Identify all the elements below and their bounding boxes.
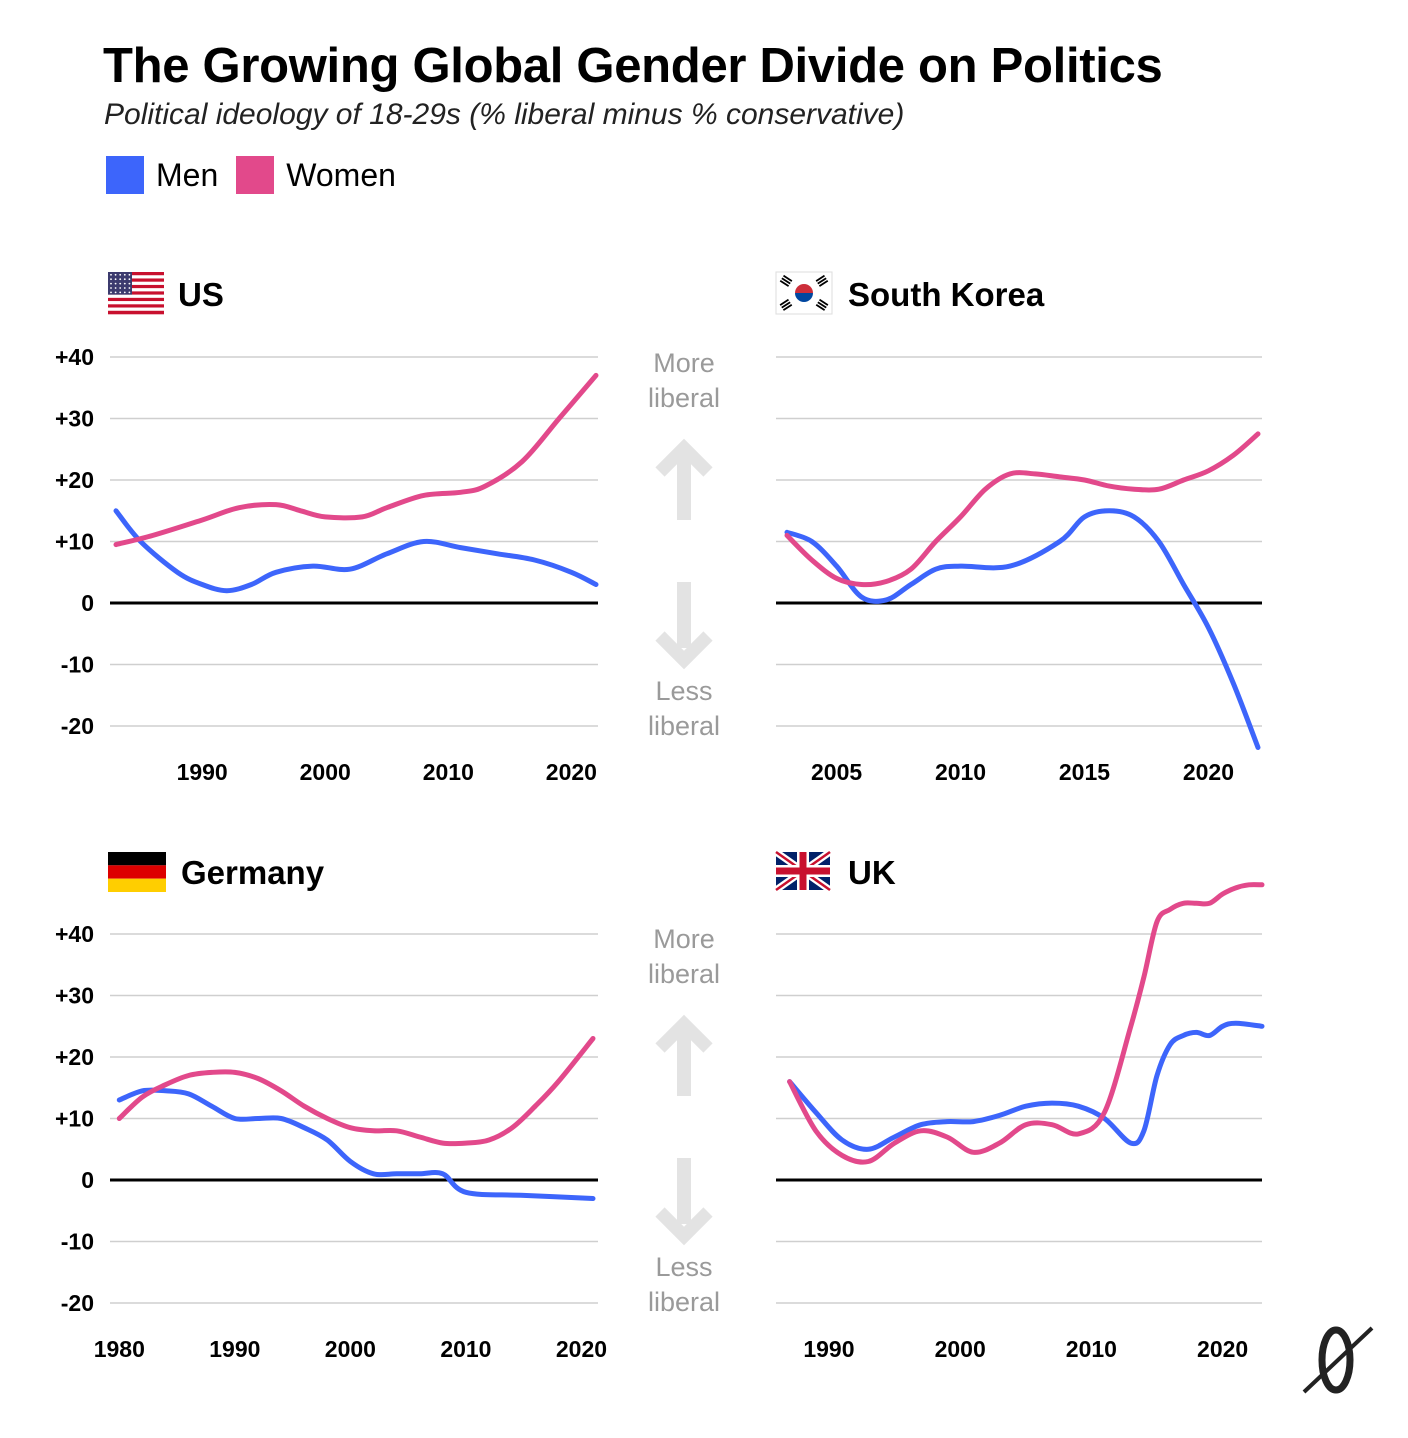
x-tick-label: 2005 — [811, 759, 862, 785]
series-line-men — [113, 508, 599, 594]
x-tick-label: 2010 — [1066, 1336, 1117, 1362]
legend: Men Women — [106, 156, 414, 194]
us-flag-icon — [108, 272, 164, 315]
liberal-arrows-2: More liberal Less liberal — [648, 924, 720, 1317]
uk-flag-icon — [773, 849, 833, 893]
x-tick-label: 2000 — [935, 1336, 986, 1362]
x-tick-label: 2020 — [546, 759, 597, 785]
more-liberal-label: More — [653, 924, 715, 954]
legend-swatch-women — [236, 156, 275, 194]
legend-label-women: Women — [286, 156, 396, 193]
x-tick-label: 2010 — [423, 759, 474, 785]
x-tick-label: 1990 — [803, 1336, 854, 1362]
legend-swatch-men — [106, 156, 144, 194]
panel-title: Germany — [181, 854, 325, 891]
y-tick-label: +10 — [55, 529, 94, 555]
y-tick-label: -10 — [61, 1229, 94, 1255]
chart-title: The Growing Global Gender Divide on Poli… — [103, 39, 1163, 93]
panel-title: UK — [848, 854, 896, 891]
y-tick-label: +20 — [55, 1044, 94, 1070]
y-tick-label: 0 — [81, 1167, 94, 1193]
y-tick-label: -10 — [61, 652, 94, 678]
x-tick-label: 1980 — [94, 1336, 145, 1362]
arrow-down-icon — [655, 1158, 713, 1246]
x-tick-label: 1990 — [177, 759, 228, 785]
series-line-men — [787, 1020, 1265, 1152]
legend-item-women: Women — [236, 156, 396, 194]
germany-flag-icon — [108, 852, 166, 892]
y-tick-label: +20 — [55, 467, 94, 493]
x-tick-label: 2010 — [440, 1336, 491, 1362]
series-line-women — [784, 431, 1261, 588]
x-tick-label: 1990 — [209, 1336, 260, 1362]
y-tick-label: +40 — [55, 344, 94, 370]
arrow-down-icon — [655, 582, 713, 670]
less-liberal-label: liberal — [648, 711, 720, 741]
arrow-up-icon — [655, 1014, 713, 1096]
less-liberal-label: Less — [655, 1252, 712, 1282]
south-korea-flag-icon — [775, 271, 833, 315]
y-tick-label: -20 — [61, 1290, 94, 1316]
series-line-women — [113, 372, 599, 548]
x-tick-label: 2015 — [1059, 759, 1110, 785]
more-liberal-label: liberal — [648, 383, 720, 413]
series-line-men — [116, 1087, 596, 1201]
x-tick-label: 2010 — [935, 759, 986, 785]
y-tick-label: +30 — [55, 406, 94, 432]
x-tick-label: 2020 — [556, 1336, 607, 1362]
less-liberal-label: liberal — [648, 1287, 720, 1317]
series-line-women — [116, 1036, 596, 1147]
y-tick-label: +30 — [55, 983, 94, 1009]
legend-label-men: Men — [156, 156, 219, 193]
more-liberal-label: liberal — [648, 959, 720, 989]
panel-title: US — [178, 276, 224, 313]
y-tick-label: 0 — [81, 590, 94, 616]
x-tick-label: 2000 — [325, 1336, 376, 1362]
arrow-up-icon — [655, 438, 713, 520]
y-tick-label: +10 — [55, 1106, 94, 1132]
panel-us: US +40 +30 +20 +10 0 -10 -20 1990 2000 2010 2020 — [55, 272, 599, 785]
chart-subtitle: Political ideology of 18-29s (% liberal … — [104, 98, 905, 131]
x-tick-label: 2020 — [1197, 1336, 1248, 1362]
series-line-women — [787, 882, 1265, 1165]
publisher-logo-icon — [1302, 1326, 1374, 1394]
panel-title: South Korea — [848, 276, 1045, 313]
y-tick-label: +40 — [55, 921, 94, 947]
x-tick-label: 2020 — [1183, 759, 1234, 785]
y-tick-label: -20 — [61, 713, 94, 739]
x-tick-label: 2000 — [300, 759, 351, 785]
liberal-arrows-1: More liberal Less liberal — [648, 348, 720, 741]
legend-item-men: Men — [106, 156, 218, 194]
series-line-men — [784, 508, 1261, 750]
more-liberal-label: More — [653, 348, 715, 378]
panel-south-korea: South Korea 2005 2010 2015 2020 — [775, 271, 1262, 785]
less-liberal-label: Less — [655, 676, 712, 706]
panel-uk: UK 1990 2000 2010 2020 — [773, 849, 1265, 1362]
